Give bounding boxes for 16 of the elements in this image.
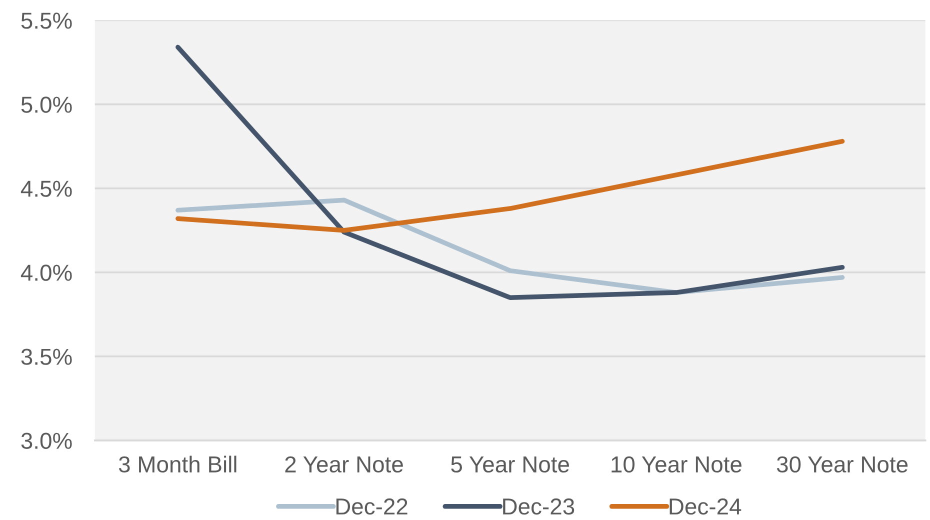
legend-label: Dec-22 <box>336 498 408 515</box>
y-tick-label: 3.0% <box>21 432 72 449</box>
x-tick-label: 2 Year Note <box>285 456 403 473</box>
y-tick-label: 4.0% <box>20 264 72 281</box>
line-series <box>176 44 845 300</box>
line-series <box>176 138 845 233</box>
x-tick-label: 5 Year Note <box>451 456 569 473</box>
y-tick-label: 5.5% <box>21 12 72 29</box>
x-tick-label: 3 Month Bill <box>118 456 236 473</box>
legend-label: Dec-23 <box>503 498 574 515</box>
x-tick-label: 10 Year Note <box>612 456 742 473</box>
y-tick-label: 5.0% <box>21 96 72 113</box>
y-tick-label: 3.5% <box>21 348 72 365</box>
y-tick-label: 4.5% <box>20 180 72 197</box>
legend-label: Dec-24 <box>670 498 742 515</box>
x-tick-label: 30 Year Note <box>776 456 908 473</box>
